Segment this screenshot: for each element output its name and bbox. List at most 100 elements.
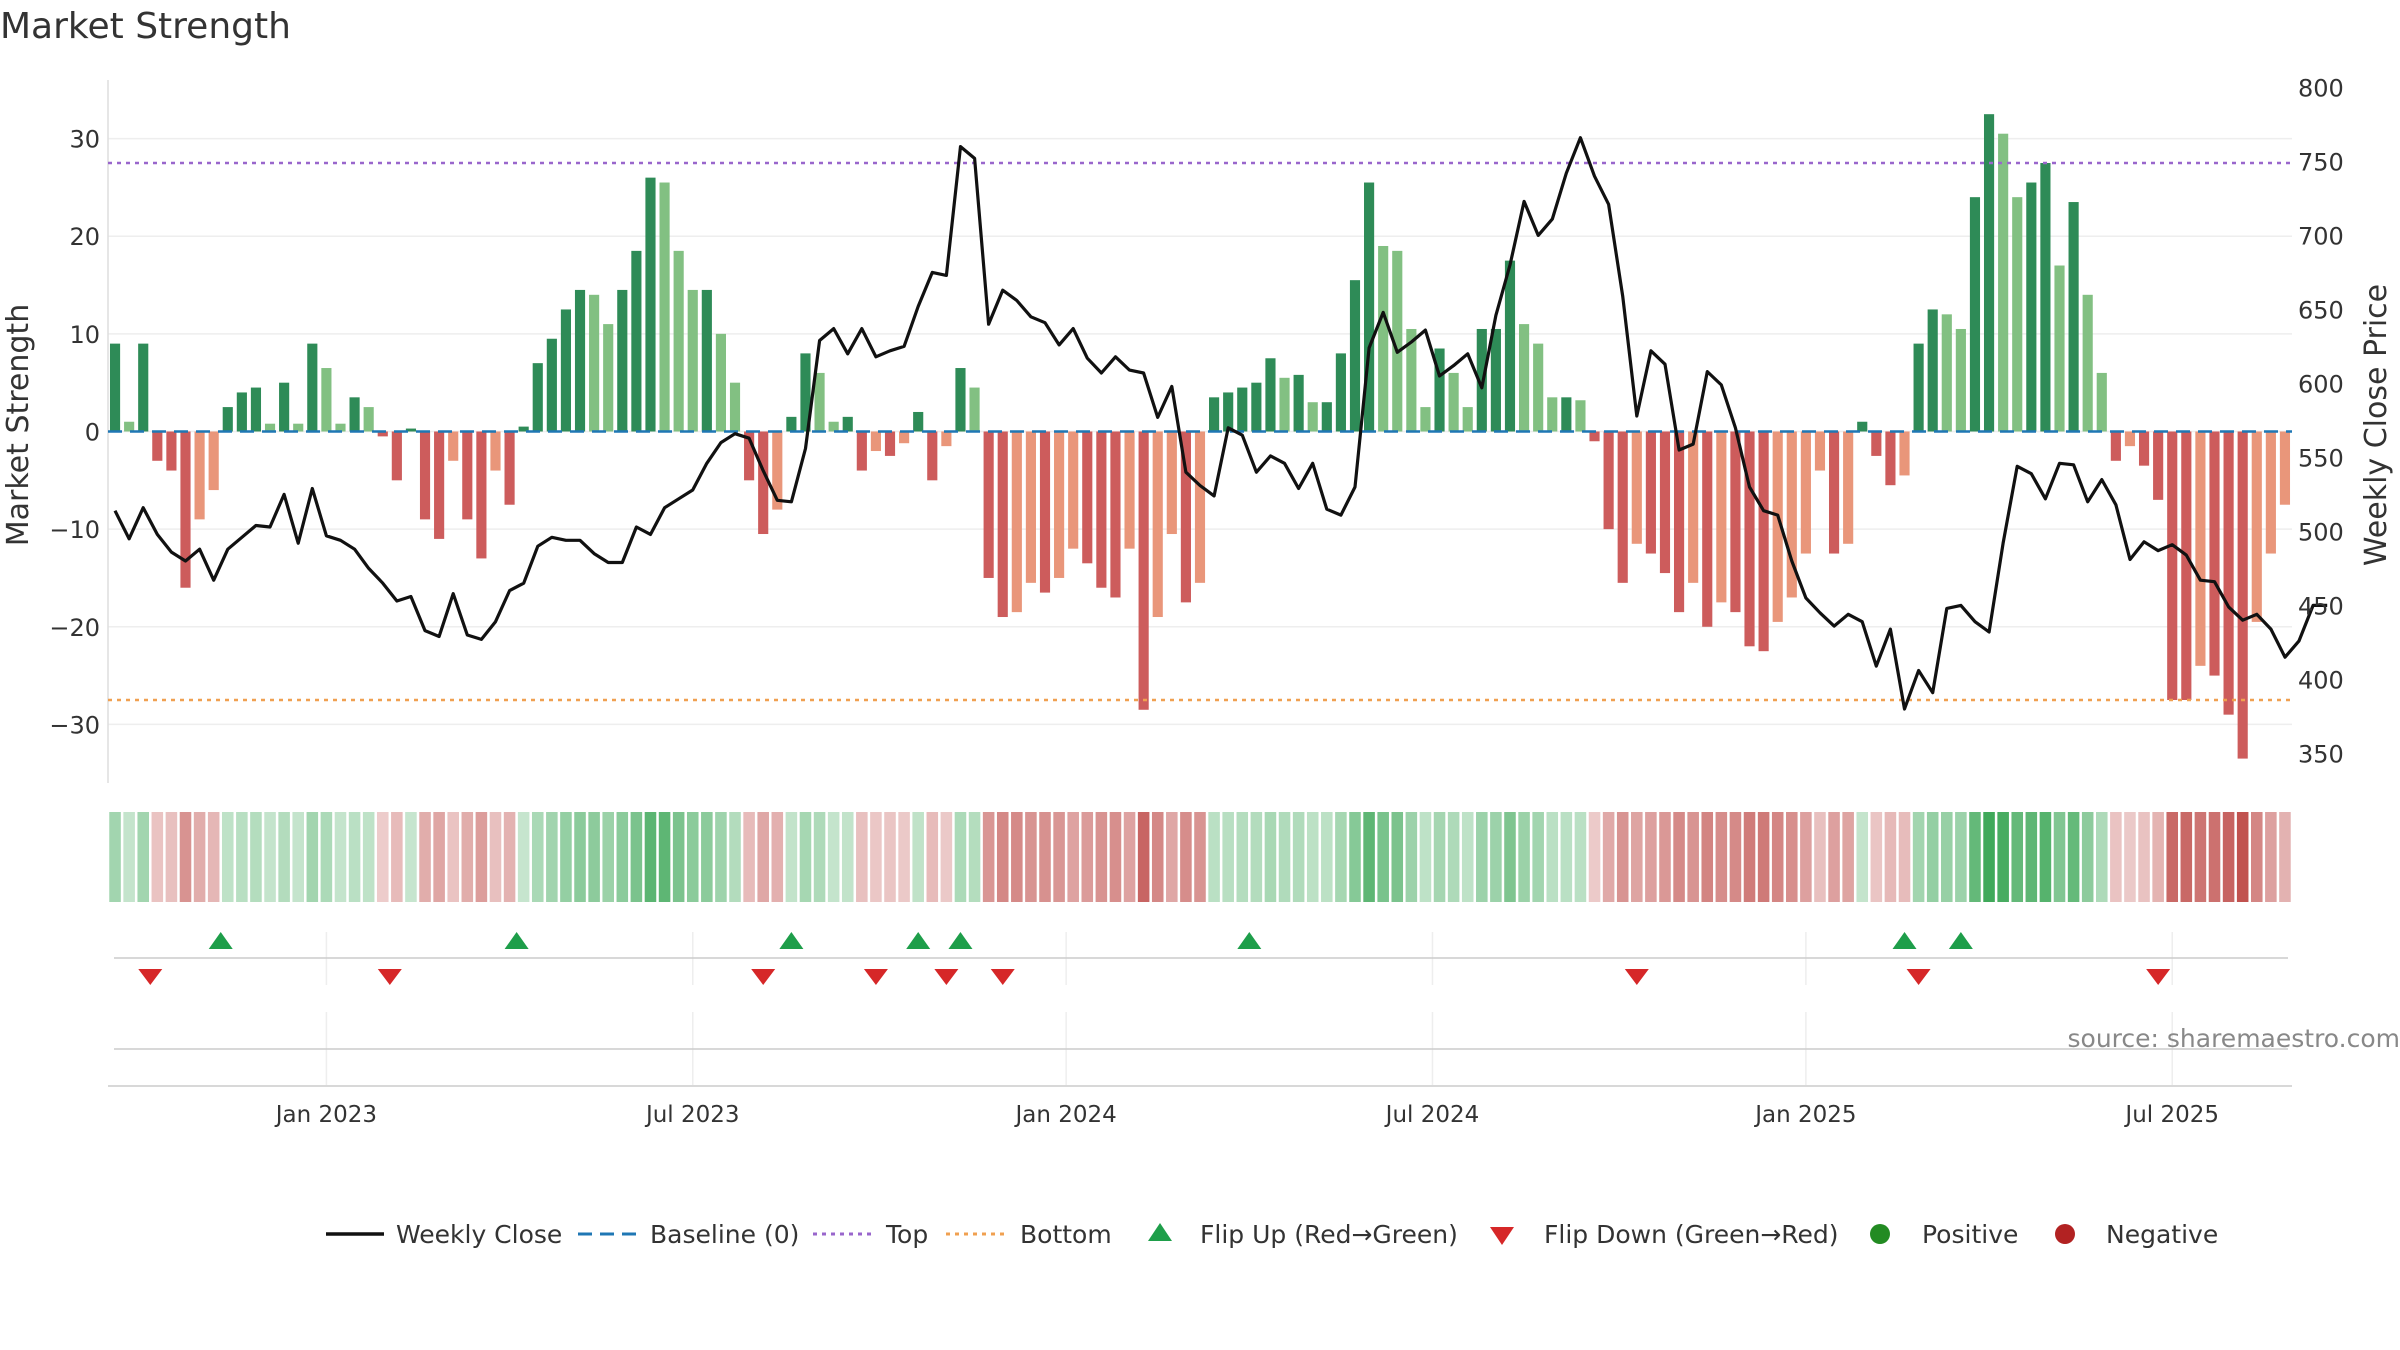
strength-bar	[997, 431, 1008, 618]
strength-bar	[941, 431, 952, 447]
strength-bar	[1237, 387, 1248, 432]
strength-bar	[236, 392, 247, 432]
strength-bar	[2012, 197, 2023, 432]
strength-bar	[1124, 431, 1135, 549]
heat-cell	[785, 812, 798, 902]
strength-bar	[349, 397, 360, 432]
strength-bar	[222, 407, 233, 432]
strength-bar	[124, 421, 135, 432]
y2-tick-label: 500	[2298, 518, 2344, 546]
heat-cell	[757, 812, 769, 902]
strength-bar	[983, 431, 994, 578]
strength-bar	[1800, 431, 1811, 554]
strength-bar	[1702, 431, 1713, 627]
heat-cell	[1208, 812, 1220, 902]
heat-cell	[672, 812, 685, 902]
strength-bar	[1335, 353, 1346, 432]
heat-cell	[1053, 812, 1065, 902]
flip-down-marker	[1624, 969, 1649, 985]
heat-cell	[1602, 812, 1615, 902]
strength-bar	[363, 407, 374, 432]
strength-bar	[1025, 431, 1036, 583]
chart-title: Market Strength	[0, 6, 291, 47]
heat-cell	[1842, 812, 1854, 902]
heat-cell	[827, 812, 840, 902]
strength-bar	[1843, 431, 1854, 544]
strength-bar	[1645, 431, 1656, 554]
heat-cell	[1532, 812, 1544, 902]
legend-positive-icon	[1870, 1224, 1890, 1244]
strength-bar	[504, 431, 515, 505]
strength-bar	[138, 343, 149, 432]
heat-cell	[1166, 812, 1178, 902]
y-tick-label: 20	[69, 223, 100, 251]
heat-cell	[2124, 812, 2136, 902]
heat-cell	[1025, 812, 1037, 902]
legend-top: Top	[813, 1220, 928, 1249]
heat-cell	[884, 812, 896, 902]
strength-bar	[758, 431, 769, 535]
flip-down-marker	[138, 969, 163, 985]
price-line-group	[113, 136, 2328, 711]
y-tick-label: −10	[49, 516, 100, 544]
heat-cell	[405, 812, 417, 902]
heat-cell	[1363, 812, 1375, 902]
heat-cell	[1490, 812, 1502, 902]
heat-cell	[1306, 812, 1319, 902]
heat-cell	[1151, 812, 1164, 902]
heat-cell	[320, 812, 333, 902]
flip-down-marker	[934, 969, 959, 985]
heat-cell	[1292, 812, 1305, 902]
legend-bottom-label: Bottom	[1020, 1220, 1112, 1249]
heat-cell	[2067, 812, 2080, 902]
y-tick-label: 10	[69, 321, 100, 349]
heat-cell	[546, 812, 558, 902]
strength-bar	[1688, 431, 1699, 583]
strength-bar	[2223, 431, 2234, 715]
strength-bar	[2096, 372, 2107, 432]
strength-bar	[814, 372, 825, 432]
heat-cell	[1687, 812, 1699, 902]
heat-cell	[1969, 812, 1981, 902]
strength-bar	[800, 353, 811, 432]
heat-cell	[2236, 812, 2249, 902]
strength-bar	[1617, 431, 1628, 583]
y2-tick-label: 650	[2298, 296, 2344, 324]
legend-positive-label: Positive	[1922, 1220, 2018, 1249]
legend-flip-up: Flip Up (Red→Green)	[1148, 1220, 1458, 1249]
strength-bar	[2195, 431, 2206, 666]
heat-cell	[968, 812, 981, 902]
heat-cell	[912, 812, 924, 902]
strength-bar	[1547, 397, 1558, 432]
heat-cell	[1884, 812, 1897, 902]
strength-bar	[1969, 197, 1981, 432]
strength-bar	[1364, 182, 1375, 432]
legend-baseline: Baseline (0)	[578, 1220, 799, 1249]
heat-cell	[841, 812, 854, 902]
strength-bar	[1589, 431, 1600, 442]
strength-bar	[856, 431, 867, 471]
heat-cell	[996, 812, 1009, 902]
heat-cell	[644, 812, 657, 902]
heat-cell	[1898, 812, 1911, 902]
strength-bar	[1279, 377, 1290, 432]
heat-cell	[1461, 812, 1474, 902]
heat-cell	[1631, 812, 1643, 902]
legend-flip-down-icon	[1490, 1227, 1514, 1245]
x-tick-label: Jul 2023	[644, 1102, 740, 1128]
strength-bar	[166, 431, 177, 471]
strength-bar	[335, 423, 346, 432]
flip-down-marker	[990, 969, 1015, 985]
strength-bar	[293, 423, 304, 432]
heat-cell	[686, 812, 699, 902]
heat-cell	[771, 812, 784, 902]
heat-cell	[151, 812, 164, 902]
heat-cell	[1729, 812, 1742, 902]
heat-cell	[954, 812, 967, 902]
heat-cell	[334, 812, 347, 902]
strength-bar	[1138, 431, 1149, 710]
strength-bar	[152, 431, 163, 461]
heat-cell	[1335, 812, 1347, 902]
heat-cell	[2250, 812, 2263, 902]
strength-bar	[194, 431, 205, 520]
